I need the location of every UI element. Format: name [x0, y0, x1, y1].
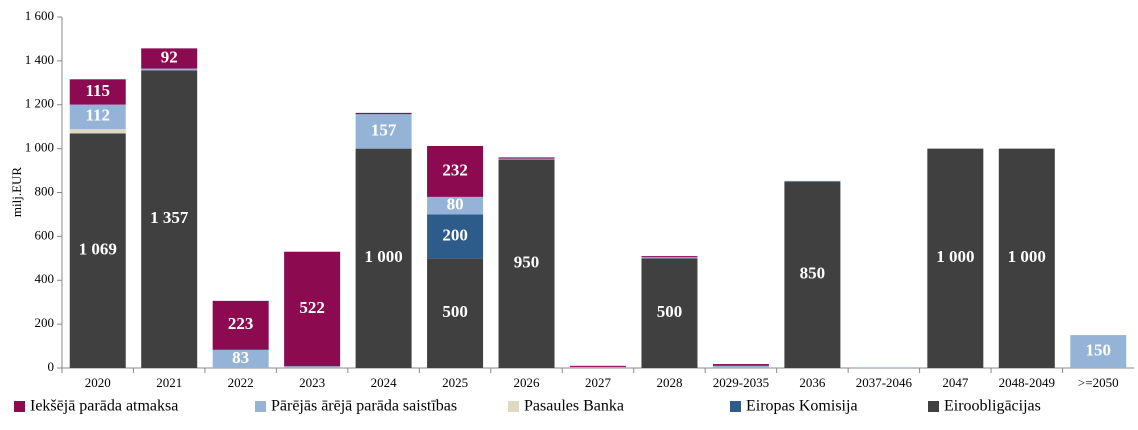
value-label: 850 [800, 264, 826, 283]
y-tick-label: 600 [35, 227, 55, 242]
bar-segment [784, 180, 841, 182]
bar-segment [712, 365, 769, 368]
legend-swatch [928, 401, 939, 412]
bar-segment [641, 256, 698, 258]
legend-swatch [255, 401, 266, 412]
bar-segment [284, 366, 341, 368]
value-label: 500 [442, 302, 468, 321]
value-label: 92 [161, 47, 178, 66]
bar-segment [212, 349, 269, 368]
x-tick-label: 2020 [85, 375, 111, 390]
y-tick-label: 400 [35, 271, 55, 286]
value-label: 115 [85, 81, 110, 100]
y-tick-label: 1 200 [25, 96, 54, 111]
bar-segment [498, 158, 555, 160]
value-label: 1 000 [364, 247, 402, 266]
legend-label: Iekšējā parāda atmaksa [30, 398, 178, 415]
bar-segment [141, 70, 198, 368]
legend-swatch [14, 401, 25, 412]
x-tick-label: 2023 [299, 375, 325, 390]
bar-segment [498, 159, 555, 368]
bar-segment [284, 251, 341, 367]
x-tick-label: 2047 [942, 375, 969, 390]
y-tick-label: 1 000 [25, 140, 54, 155]
y-tick-label: 800 [35, 183, 55, 198]
value-label: 223 [228, 314, 254, 333]
y-axis-label: milj.EUR [9, 167, 24, 218]
x-tick-label: 2029-2035 [713, 375, 769, 390]
x-tick-label: 2024 [371, 375, 398, 390]
value-label: 232 [442, 160, 468, 179]
bar-segment [141, 68, 198, 71]
x-tick-label: 2048-2049 [999, 375, 1055, 390]
legend-label: Eiropas Komisija [746, 398, 858, 415]
bar-segment [927, 148, 984, 368]
bar-segment [784, 181, 841, 368]
value-label: 500 [657, 302, 683, 321]
value-label: 1 069 [79, 240, 117, 259]
legend-swatch [508, 401, 519, 412]
bar-segment [570, 366, 626, 368]
value-label: 80 [447, 195, 464, 214]
value-label: 200 [442, 225, 468, 244]
bar-segment [855, 367, 912, 368]
bar-segment [427, 258, 484, 368]
x-tick-label: 2021 [156, 375, 182, 390]
bar-segment [69, 79, 126, 105]
x-tick-label: 2036 [799, 375, 826, 390]
bar-segment [427, 145, 484, 197]
value-label: 1 357 [150, 208, 189, 227]
x-tick-label: 2025 [442, 375, 468, 390]
value-label: 1 000 [1008, 247, 1046, 266]
bar-segment [69, 104, 126, 130]
x-tick-label: 2037-2046 [856, 375, 913, 390]
bar-segment [712, 364, 769, 366]
value-label: 522 [299, 298, 325, 317]
legend-label: Pārējās ārējā parāda saistības [271, 398, 457, 415]
x-tick-label: 2028 [656, 375, 682, 390]
bar-segment [1070, 335, 1127, 368]
x-tick-label: 2027 [585, 375, 612, 390]
bar-segment [355, 114, 412, 149]
bar-segment [212, 300, 269, 350]
x-tick-label: 2022 [228, 375, 254, 390]
legend-label: Pasaules Banka [524, 398, 624, 415]
y-tick-label: 0 [48, 359, 55, 374]
y-tick-label: 1 400 [25, 52, 54, 67]
y-tick-label: 1 600 [25, 8, 54, 23]
value-label: 950 [514, 253, 540, 272]
bar-segment [427, 214, 484, 259]
bar-segment [427, 196, 484, 215]
bar-segment [141, 48, 198, 69]
bar-segment [355, 148, 412, 368]
value-label: 83 [232, 348, 249, 367]
bar-segment [570, 365, 626, 367]
x-tick-label: >=2050 [1078, 375, 1119, 390]
value-label: 150 [1086, 340, 1112, 359]
bar-segment [69, 133, 126, 368]
bar-segment [69, 129, 126, 134]
bar-segment [641, 257, 698, 259]
legend-swatch [730, 401, 741, 412]
bar-segment [355, 112, 412, 115]
value-label: 112 [85, 106, 110, 125]
value-label: 157 [371, 120, 397, 139]
bar-segment [641, 258, 698, 368]
y-tick-label: 200 [35, 315, 55, 330]
x-tick-label: 2026 [514, 375, 541, 390]
value-label: 1 000 [936, 247, 974, 266]
bar-segment [498, 157, 555, 159]
bar-segment [998, 148, 1055, 368]
legend-label: Eiroobligācijas [944, 398, 1041, 415]
